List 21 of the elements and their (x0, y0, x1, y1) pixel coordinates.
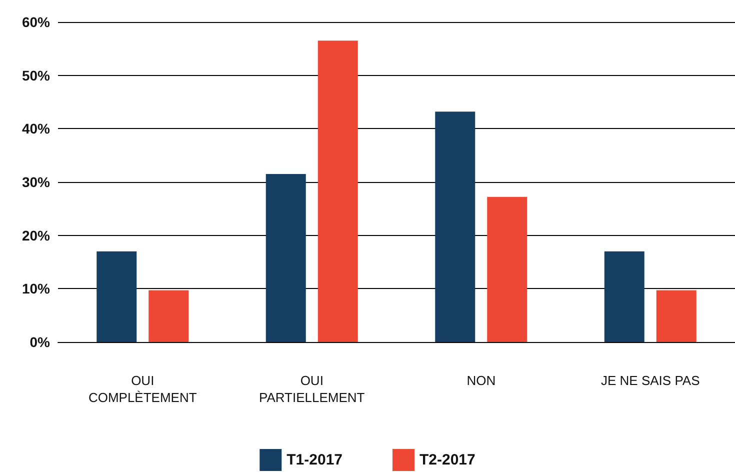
bar (656, 290, 696, 342)
y-tick-label: 40% (22, 120, 51, 137)
bar (318, 40, 358, 342)
bar (435, 112, 476, 342)
bar (604, 251, 644, 342)
y-tick-label: 30% (22, 174, 51, 190)
bar (96, 251, 137, 342)
bar (148, 290, 189, 342)
legend-label: T2-2017 (420, 452, 476, 468)
y-tick-label: 0% (30, 334, 51, 350)
y-tick-label: 50% (22, 67, 51, 84)
y-tick-label: 10% (22, 280, 51, 297)
x-tick-label: OUI PARTIELLEMENT (259, 373, 365, 405)
bar (487, 196, 528, 342)
legend-label: T1-2017 (286, 452, 343, 468)
y-tick-label: 20% (22, 227, 51, 244)
x-tick-label: OUI COMPLÈTEMENT (88, 373, 197, 405)
y-tick-label: 60% (22, 14, 51, 30)
bar (266, 174, 306, 342)
x-tick-label: NON (466, 373, 496, 388)
x-tick-label: JE NE SAIS PAS (601, 373, 700, 388)
